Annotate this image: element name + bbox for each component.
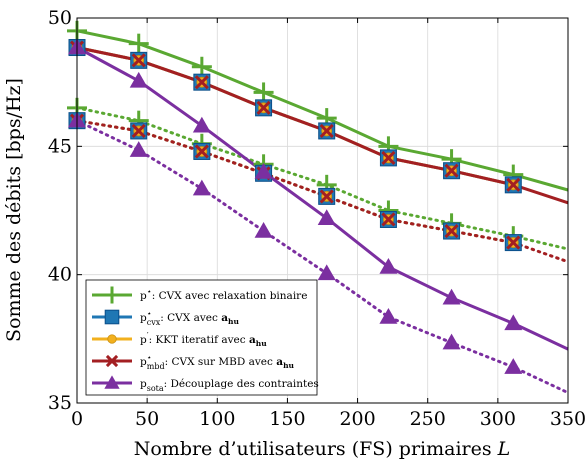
x-marker bbox=[319, 189, 334, 204]
plot-frame bbox=[76, 17, 569, 404]
y-tick-label: 35 bbox=[48, 392, 72, 414]
x-marker bbox=[194, 144, 209, 159]
legend-item: p⋆ mbd: CVX sur MBD avec ahu bbox=[92, 353, 295, 371]
x-marker bbox=[381, 150, 396, 165]
x-tick-label: 50 bbox=[135, 408, 159, 430]
triangle-marker bbox=[442, 333, 461, 350]
markers-p_sota bbox=[68, 38, 523, 374]
x-marker bbox=[319, 123, 334, 138]
legend-item: p′: KKT iteratif avec ahu bbox=[92, 331, 267, 348]
x-tick-label: 250 bbox=[410, 408, 446, 430]
legend-label: p⋆ mbd: CVX sur MBD avec ahu bbox=[140, 353, 295, 371]
triangle-marker bbox=[317, 209, 336, 225]
triangle-marker bbox=[504, 314, 523, 331]
triangle-marker bbox=[254, 222, 273, 238]
circle-marker bbox=[107, 334, 117, 344]
triangle-marker bbox=[379, 308, 398, 324]
x-tick-label: 350 bbox=[550, 408, 586, 430]
legend-label: psota: Découplage des contraintes bbox=[140, 378, 319, 393]
x-tick-label: 150 bbox=[269, 408, 305, 430]
x-marker bbox=[444, 223, 459, 239]
triangle-marker bbox=[129, 141, 148, 157]
y-tick-label: 50 bbox=[48, 7, 72, 29]
x-tick-label: 100 bbox=[199, 408, 235, 430]
x-axis: 0 50 100 150 200 250 300 350 bbox=[71, 18, 586, 430]
x-marker bbox=[105, 354, 119, 368]
legend: p⋆: CVX avec relaxation binaire p⋆ cvx: CV… bbox=[85, 279, 319, 396]
triangle-marker bbox=[379, 257, 398, 274]
y-axis: 35 40 45 50 bbox=[48, 7, 568, 414]
series-layer bbox=[67, 20, 570, 395]
square-marker bbox=[104, 309, 120, 325]
triangle-marker bbox=[104, 375, 120, 389]
legend-label: p⋆ cvx: CVX avec ahu bbox=[140, 309, 239, 327]
triangle-marker bbox=[129, 71, 148, 88]
x-marker bbox=[506, 177, 521, 192]
triangle-marker bbox=[442, 288, 461, 305]
x-tick-label: 0 bbox=[71, 408, 83, 430]
x-marker bbox=[131, 123, 146, 138]
x-marker bbox=[194, 75, 209, 90]
y-tick-label: 45 bbox=[48, 135, 72, 157]
legend-label: p⋆: CVX avec relaxation binaire bbox=[140, 287, 307, 302]
triangle-marker bbox=[317, 264, 336, 281]
x-marker bbox=[506, 235, 521, 250]
legend-item: psota: Découplage des contraintes bbox=[92, 375, 319, 393]
y-axis-title: Somme des débits [bps/Hz] bbox=[3, 78, 25, 342]
legend-label: p′: KKT iteratif avec ahu bbox=[140, 331, 267, 348]
x-axis-title: Nombre d’utilisateurs (FS) primaires L bbox=[134, 438, 511, 460]
x-marker bbox=[381, 212, 396, 227]
x-marker bbox=[444, 163, 459, 178]
legend-item: p⋆: CVX avec relaxation binaire bbox=[92, 286, 307, 304]
x-marker bbox=[256, 100, 271, 115]
triangle-marker bbox=[192, 179, 211, 196]
legend-item: p⋆ cvx: CVX avec ahu bbox=[92, 309, 239, 327]
triangle-marker bbox=[504, 358, 523, 374]
x-tick-label: 200 bbox=[339, 408, 375, 430]
triangle-marker bbox=[254, 163, 273, 179]
x-tick-label: 300 bbox=[480, 408, 516, 430]
y-tick-label: 40 bbox=[48, 264, 72, 286]
triangle-marker bbox=[192, 116, 211, 133]
x-marker bbox=[131, 53, 146, 68]
